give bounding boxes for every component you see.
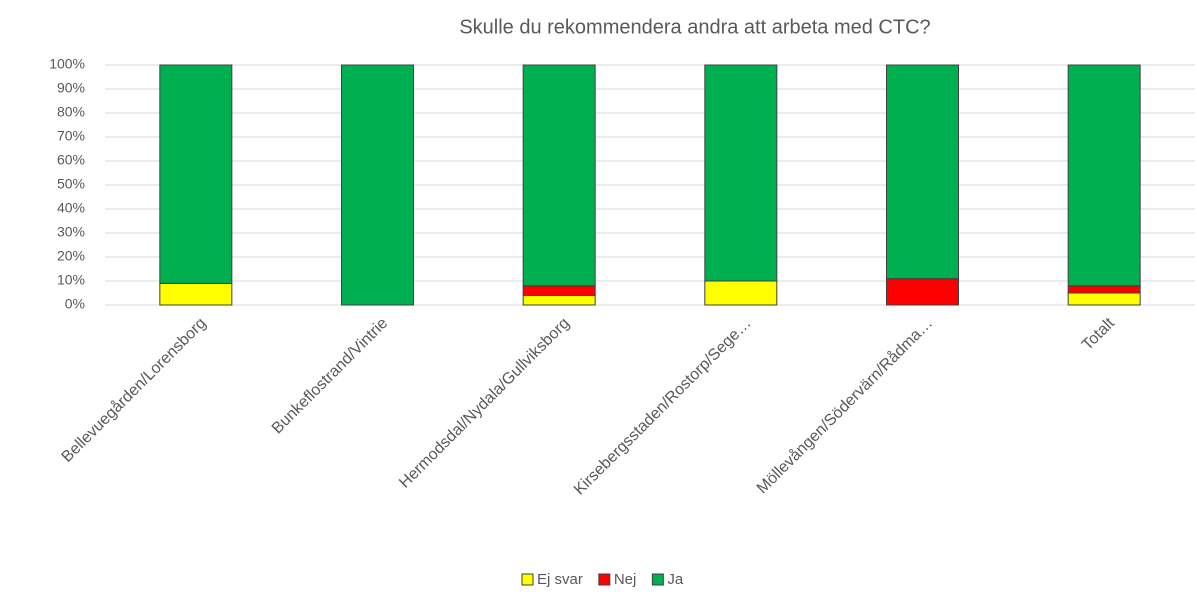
y-tick-label: 60% [57,152,85,168]
bar-segment [341,64,414,306]
bar-segment [704,64,778,282]
bar-segment [522,294,596,306]
bar-segment [522,64,596,287]
bar-segment [886,64,959,280]
y-tick-label: 50% [57,176,85,192]
bar-segment [886,278,959,306]
bar-segment [1067,285,1141,294]
bar-segment [159,282,233,306]
legend-swatch [521,573,534,586]
y-tick-label: 70% [57,128,85,144]
y-tick-label: 90% [57,80,85,96]
legend-swatch [598,573,611,586]
bar-segment [522,285,596,296]
x-tick-label: Bellevuegården/Lorensborg [58,314,210,466]
x-tick-label: Kirsebergsstaden/Rostorp/Sege… [571,315,755,499]
legend-label: Ja [667,571,684,588]
bar-segment [704,280,778,306]
x-tick-label: Hermodsdal/Nydala/Gullviksborg [396,315,573,492]
legend-label: Nej [614,571,637,588]
y-tick-label: 40% [57,200,85,216]
bar-segment [159,64,233,284]
bar-segment [1067,64,1141,287]
y-tick-label: 100% [49,56,85,72]
x-tick-label: Bunkeflostrand/Vintrie [269,315,392,438]
bar-segment [1067,292,1141,306]
legend-swatch [651,573,664,586]
y-tick-label: 80% [57,104,85,120]
chart-title: Skulle du rekommendera andra att arbeta … [459,16,930,38]
y-tick-label: 30% [57,224,85,240]
x-tick-label: Möllevången/Södervärn/Rådma… [753,314,936,497]
y-tick-label: 10% [57,272,85,288]
y-tick-label: 0% [65,296,85,312]
y-tick-label: 20% [57,248,85,264]
x-tick-label: Totalt [1079,314,1118,353]
legend-label: Ej svar [537,571,583,588]
